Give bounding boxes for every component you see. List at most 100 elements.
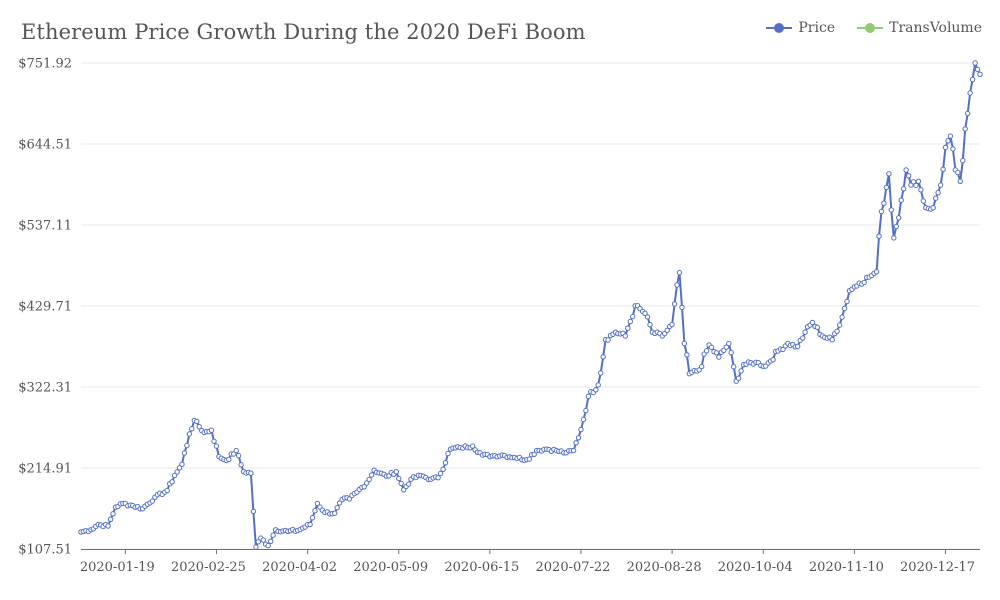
price-point[interactable]: [896, 215, 902, 221]
price-point[interactable]: [940, 166, 946, 173]
price-point[interactable]: [780, 346, 786, 353]
price-point[interactable]: [829, 337, 835, 343]
price-point[interactable]: [260, 537, 266, 543]
price-point[interactable]: [708, 344, 715, 350]
price-point[interactable]: [366, 476, 372, 483]
price-point[interactable]: [312, 508, 318, 514]
price-point[interactable]: [955, 169, 961, 176]
price-point[interactable]: [442, 460, 449, 466]
legend-item-transvolume[interactable]: TransVolume: [857, 20, 982, 36]
price-point[interactable]: [888, 207, 894, 213]
price-point[interactable]: [915, 178, 922, 185]
price-point[interactable]: [664, 327, 670, 333]
price-point[interactable]: [974, 66, 981, 73]
price-point[interactable]: [149, 498, 156, 504]
price-point[interactable]: [368, 472, 375, 478]
price-point[interactable]: [950, 146, 956, 152]
price-point[interactable]: [593, 387, 599, 393]
price-point[interactable]: [164, 487, 170, 494]
price-point[interactable]: [726, 340, 732, 347]
price-point[interactable]: [728, 349, 734, 356]
price-point[interactable]: [642, 310, 648, 316]
price-point[interactable]: [891, 235, 897, 241]
price-point[interactable]: [238, 462, 244, 468]
price-point[interactable]: [580, 416, 587, 423]
price-point[interactable]: [969, 76, 976, 83]
price-point[interactable]: [270, 532, 276, 538]
price-point[interactable]: [839, 314, 845, 320]
price-point[interactable]: [309, 515, 316, 521]
price-point[interactable]: [699, 363, 705, 370]
price-point[interactable]: [398, 480, 404, 487]
price-point[interactable]: [770, 357, 776, 363]
price-point[interactable]: [937, 182, 944, 188]
price-point[interactable]: [960, 157, 966, 164]
price-point[interactable]: [900, 186, 907, 192]
price-point[interactable]: [526, 456, 532, 462]
price-point[interactable]: [836, 322, 843, 328]
price-point[interactable]: [573, 440, 579, 446]
price-point[interactable]: [393, 469, 399, 475]
price-point[interactable]: [233, 447, 239, 454]
price-point[interactable]: [622, 333, 628, 339]
price-point[interactable]: [361, 484, 367, 490]
price-point[interactable]: [625, 325, 631, 331]
price-point[interactable]: [208, 427, 215, 433]
price-point[interactable]: [531, 451, 537, 457]
price-point[interactable]: [248, 470, 254, 476]
price-point[interactable]: [918, 187, 924, 193]
price-point[interactable]: [405, 481, 412, 487]
price-point[interactable]: [977, 71, 983, 78]
price-point[interactable]: [883, 184, 890, 191]
price-point[interactable]: [878, 208, 885, 215]
price-point[interactable]: [898, 197, 904, 203]
price-point[interactable]: [881, 200, 887, 206]
price-point[interactable]: [893, 223, 899, 230]
price-point[interactable]: [967, 90, 973, 96]
price-point[interactable]: [644, 314, 651, 320]
price-point[interactable]: [957, 178, 963, 185]
price-point[interactable]: [171, 472, 178, 479]
price-point[interactable]: [332, 510, 338, 516]
price-point[interactable]: [933, 195, 939, 201]
price-point[interactable]: [307, 521, 313, 528]
price-point[interactable]: [364, 480, 370, 486]
price-point[interactable]: [583, 407, 589, 414]
price-point[interactable]: [681, 340, 688, 347]
price-point[interactable]: [713, 350, 720, 356]
price-point[interactable]: [107, 516, 114, 522]
price-point[interactable]: [920, 198, 927, 204]
price-point[interactable]: [965, 110, 971, 117]
price-point[interactable]: [930, 205, 936, 211]
price-point[interactable]: [861, 279, 867, 286]
price-point[interactable]: [703, 348, 710, 354]
price-point[interactable]: [110, 511, 116, 517]
price-point[interactable]: [255, 539, 261, 545]
price-point[interactable]: [437, 470, 444, 477]
price-point[interactable]: [253, 544, 259, 550]
price-point[interactable]: [314, 500, 321, 507]
price-point[interactable]: [176, 465, 183, 471]
price-point[interactable]: [585, 393, 592, 399]
price-point[interactable]: [674, 282, 680, 288]
price-point[interactable]: [814, 324, 821, 330]
price-point[interactable]: [942, 144, 949, 151]
price-point[interactable]: [194, 418, 200, 425]
price-point[interactable]: [910, 179, 917, 185]
price-point[interactable]: [186, 431, 193, 437]
price-point[interactable]: [809, 319, 816, 326]
price-point[interactable]: [669, 321, 675, 328]
price-point[interactable]: [738, 368, 744, 374]
price-point[interactable]: [834, 328, 840, 334]
price-point[interactable]: [913, 182, 919, 189]
price-point[interactable]: [265, 542, 271, 549]
price-point[interactable]: [671, 301, 678, 307]
price-point[interactable]: [723, 344, 729, 350]
price-point[interactable]: [213, 443, 220, 449]
price-point[interactable]: [716, 354, 722, 360]
price-point[interactable]: [886, 171, 892, 177]
price-point[interactable]: [268, 538, 274, 544]
price-point[interactable]: [844, 298, 850, 305]
price-point[interactable]: [578, 426, 584, 433]
price-point[interactable]: [935, 190, 941, 196]
